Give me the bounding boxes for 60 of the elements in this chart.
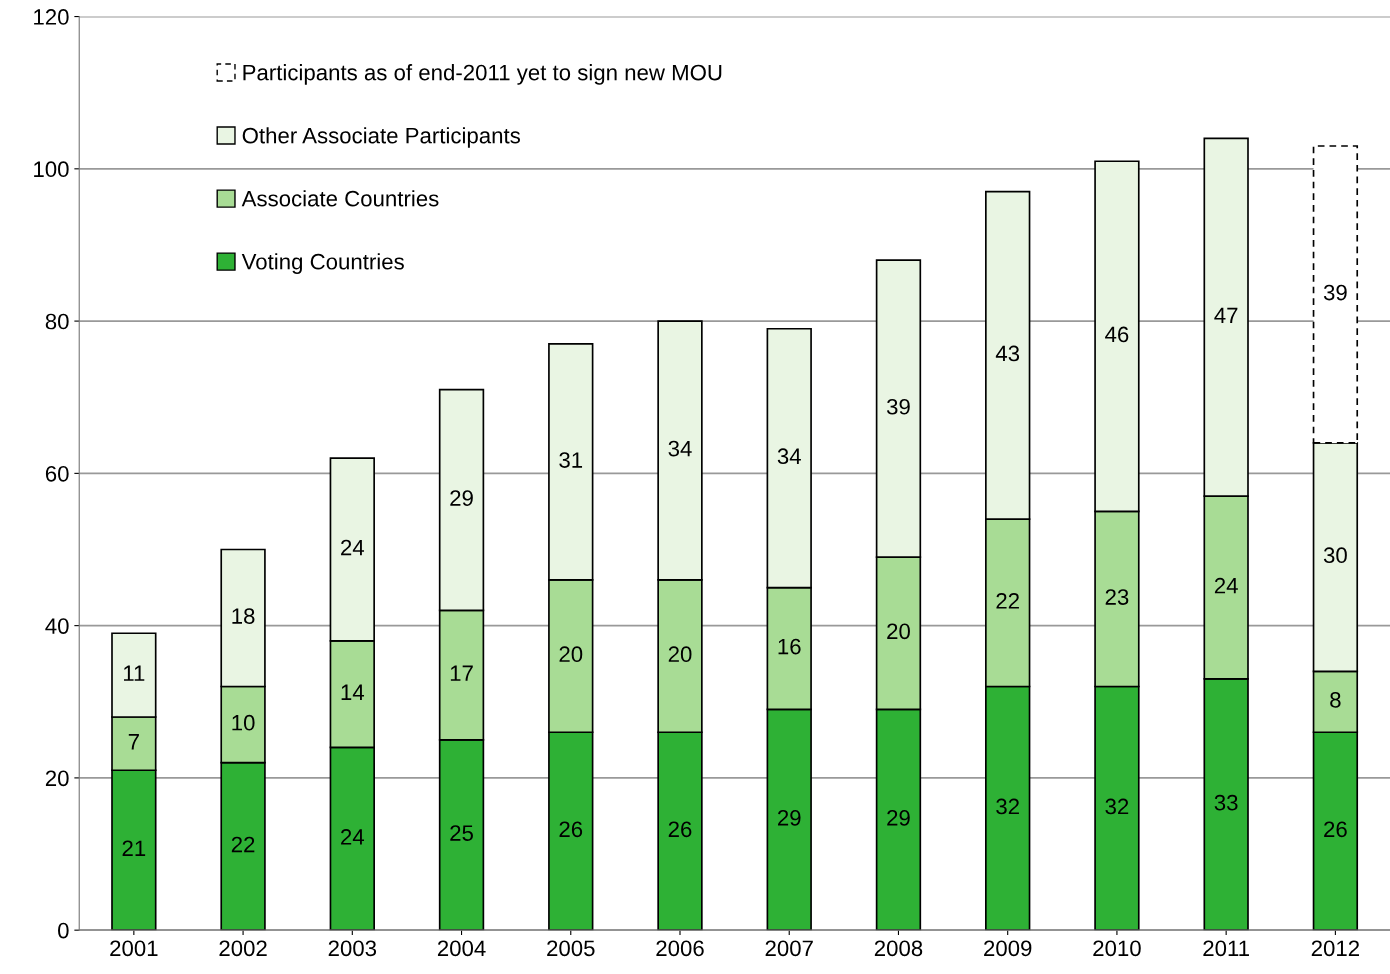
- data-label: 22: [996, 593, 1019, 609]
- data-label: 46: [1105, 326, 1129, 343]
- data-label: 26: [1324, 821, 1347, 838]
- data-label: 10: [232, 714, 255, 731]
- data-label: 11: [124, 665, 145, 681]
- data-label: 23: [1105, 589, 1129, 605]
- data-label: 39: [1323, 284, 1347, 301]
- legend-label: Voting Countries: [241, 253, 404, 274]
- y-tick-label: 40: [45, 618, 69, 634]
- x-tick-label: 2003: [328, 940, 377, 957]
- data-label: 32: [1105, 798, 1129, 815]
- x-tick-label: 2002: [219, 940, 267, 957]
- data-label: 34: [777, 448, 801, 465]
- data-label: 29: [777, 810, 801, 826]
- data-label: 21: [122, 840, 146, 856]
- x-tick-label: 2010: [1093, 940, 1141, 957]
- data-label: 32: [996, 798, 1019, 815]
- x-tick-label: 2006: [656, 940, 704, 957]
- data-label: 20: [559, 646, 583, 663]
- data-label: 16: [778, 638, 801, 655]
- data-label: 29: [450, 490, 473, 506]
- data-label: 20: [668, 646, 692, 663]
- y-tick-label: 0: [58, 922, 69, 939]
- data-label: 26: [559, 821, 583, 838]
- data-label: 24: [1214, 577, 1238, 594]
- data-label: 33: [1214, 794, 1238, 811]
- data-label: 31: [559, 452, 583, 468]
- data-label: 34: [668, 440, 692, 457]
- y-tick-label: 100: [34, 161, 69, 178]
- data-label: 18: [232, 608, 255, 624]
- y-tick-label: 80: [45, 313, 69, 330]
- y-tick-label: 20: [45, 770, 69, 787]
- data-label: 47: [1214, 307, 1238, 324]
- data-label: 22: [231, 836, 255, 853]
- y-tick-label: 120: [34, 9, 69, 25]
- data-label: 25: [450, 825, 473, 841]
- data-label: 8: [1330, 692, 1341, 708]
- legend-label: Associate Countries: [241, 190, 439, 207]
- x-tick-label: 2011: [1203, 940, 1249, 957]
- legend-label: Other Associate Participants: [242, 127, 520, 148]
- legend-label: Participants as of end-2011 yet to sign new MOU: [243, 64, 722, 85]
- data-label: 20: [887, 623, 910, 640]
- data-label: 17: [450, 665, 473, 681]
- data-label: 14: [341, 684, 365, 700]
- data-label: 39: [886, 398, 910, 415]
- y-tick-label: 60: [45, 465, 69, 482]
- x-tick-label: 2009: [984, 940, 1032, 957]
- data-label: 7: [128, 734, 139, 750]
- data-label: 24: [341, 539, 365, 556]
- data-label: 30: [1323, 547, 1347, 564]
- data-label: 24: [341, 829, 365, 845]
- x-tick-label: 2012: [1311, 940, 1359, 957]
- x-tick-label: 2008: [874, 940, 923, 957]
- x-tick-label: 2007: [765, 940, 813, 957]
- x-tick-label: 2005: [547, 940, 595, 957]
- data-label: 43: [995, 345, 1020, 362]
- data-label: 29: [887, 810, 910, 826]
- x-tick-label: 2004: [437, 940, 486, 957]
- x-tick-label: 2001: [110, 940, 158, 957]
- data-label: 26: [668, 821, 692, 838]
